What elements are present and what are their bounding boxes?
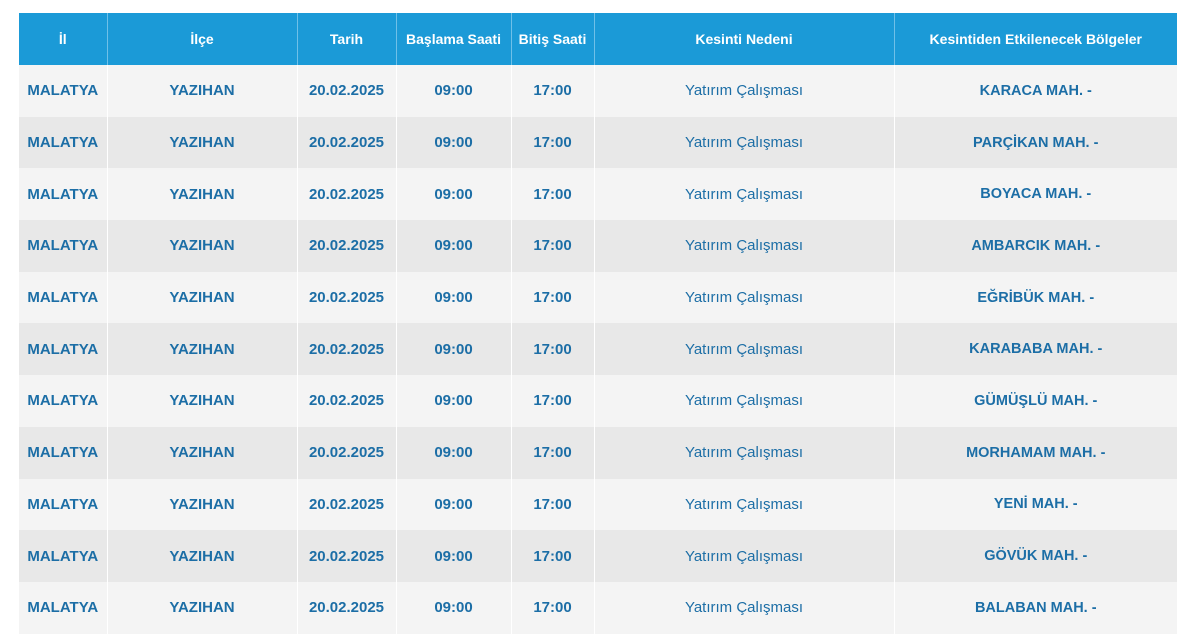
cell-affected-region: BOYACA MAH. -	[894, 168, 1177, 221]
cell-province: MALATYA	[19, 426, 108, 479]
table-header-row: İl İlçe Tarih Başlama Saati Bitiş Saati …	[19, 13, 1177, 65]
cell-province: MALATYA	[19, 116, 108, 169]
cell-affected-region: KARACA MAH. -	[894, 65, 1177, 117]
cell-reason: Yatırım Çalışması	[594, 426, 895, 479]
cell-reason: Yatırım Çalışması	[594, 478, 895, 531]
cell-end-time: 17:00	[511, 323, 595, 376]
cell-affected-region: EĞRİBÜK MAH. -	[894, 271, 1177, 324]
table-body: MALATYA YAZIHAN 20.02.2025 09:00 17:00 Yatırı…	[19, 65, 1177, 634]
cell-date: 20.02.2025	[297, 271, 397, 324]
cell-start-time: 09:00	[396, 478, 512, 531]
cell-district: YAZIHAN	[107, 323, 298, 376]
table-row: MALATYA YAZIHAN 20.02.2025 09:00 17:00 Yatırı…	[19, 375, 1177, 427]
cell-date: 20.02.2025	[297, 375, 397, 427]
cell-end-time: 17:00	[511, 116, 595, 169]
cell-start-time: 09:00	[396, 65, 512, 117]
cell-end-time: 17:00	[511, 530, 595, 582]
cell-reason: Yatırım Çalışması	[594, 220, 895, 272]
cell-start-time: 09:00	[396, 168, 512, 221]
cell-end-time: 17:00	[511, 581, 595, 634]
cell-district: YAZIHAN	[107, 116, 298, 169]
cell-affected-region: YENİ MAH. -	[894, 478, 1177, 531]
cell-start-time: 09:00	[396, 530, 512, 582]
cell-province: MALATYA	[19, 375, 108, 427]
cell-province: MALATYA	[19, 581, 108, 634]
cell-district: YAZIHAN	[107, 426, 298, 479]
cell-district: YAZIHAN	[107, 530, 298, 582]
cell-affected-region: BALABAN MAH. -	[894, 581, 1177, 634]
cell-province: MALATYA	[19, 478, 108, 531]
cell-end-time: 17:00	[511, 65, 595, 117]
cell-date: 20.02.2025	[297, 323, 397, 376]
cell-reason: Yatırım Çalışması	[594, 375, 895, 427]
cell-reason: Yatırım Çalışması	[594, 168, 895, 221]
header-district: İlçe	[107, 13, 298, 65]
cell-date: 20.02.2025	[297, 220, 397, 272]
cell-province: MALATYA	[19, 220, 108, 272]
header-date: Tarih	[297, 13, 397, 65]
cell-affected-region: AMBARCIK MAH. -	[894, 220, 1177, 272]
cell-reason: Yatırım Çalışması	[594, 581, 895, 634]
cell-district: YAZIHAN	[107, 65, 298, 117]
cell-start-time: 09:00	[396, 220, 512, 272]
table-row: MALATYA YAZIHAN 20.02.2025 09:00 17:00 Yatırı…	[19, 271, 1177, 324]
table-row: MALATYA YAZIHAN 20.02.2025 09:00 17:00 Yatırı…	[19, 530, 1177, 582]
cell-district: YAZIHAN	[107, 478, 298, 531]
header-affected-regions: Kesintiden Etkilenecek Bölgeler	[894, 13, 1177, 65]
cell-date: 20.02.2025	[297, 168, 397, 221]
cell-reason: Yatırım Çalışması	[594, 271, 895, 324]
cell-reason: Yatırım Çalışması	[594, 116, 895, 169]
header-start-time: Başlama Saati	[396, 13, 512, 65]
outage-table: İl İlçe Tarih Başlama Saati Bitiş Saati …	[19, 13, 1177, 634]
cell-date: 20.02.2025	[297, 426, 397, 479]
cell-district: YAZIHAN	[107, 168, 298, 221]
cell-affected-region: MORHAMAM MAH. -	[894, 426, 1177, 479]
table-row: MALATYA YAZIHAN 20.02.2025 09:00 17:00 Yatırı…	[19, 323, 1177, 376]
cell-end-time: 17:00	[511, 426, 595, 479]
cell-reason: Yatırım Çalışması	[594, 65, 895, 117]
cell-date: 20.02.2025	[297, 530, 397, 582]
cell-end-time: 17:00	[511, 375, 595, 427]
table-row: MALATYA YAZIHAN 20.02.2025 09:00 17:00 Yatırı…	[19, 168, 1177, 221]
cell-start-time: 09:00	[396, 375, 512, 427]
cell-end-time: 17:00	[511, 220, 595, 272]
table-row: MALATYA YAZIHAN 20.02.2025 09:00 17:00 Yatırı…	[19, 478, 1177, 531]
cell-affected-region: PARÇİKAN MAH. -	[894, 116, 1177, 169]
table-row: MALATYA YAZIHAN 20.02.2025 09:00 17:00 Yatırı…	[19, 65, 1177, 117]
cell-affected-region: GÜMÜŞLÜ MAH. -	[894, 375, 1177, 427]
cell-end-time: 17:00	[511, 271, 595, 324]
cell-start-time: 09:00	[396, 581, 512, 634]
cell-start-time: 09:00	[396, 271, 512, 324]
cell-affected-region: KARABABA MAH. -	[894, 323, 1177, 376]
cell-province: MALATYA	[19, 323, 108, 376]
table-row: MALATYA YAZIHAN 20.02.2025 09:00 17:00 Yatırı…	[19, 426, 1177, 479]
cell-province: MALATYA	[19, 530, 108, 582]
cell-province: MALATYA	[19, 271, 108, 324]
header-province: İl	[19, 13, 108, 65]
cell-start-time: 09:00	[396, 116, 512, 169]
cell-date: 20.02.2025	[297, 116, 397, 169]
cell-date: 20.02.2025	[297, 581, 397, 634]
cell-end-time: 17:00	[511, 478, 595, 531]
cell-province: MALATYA	[19, 65, 108, 117]
cell-reason: Yatırım Çalışması	[594, 323, 895, 376]
cell-district: YAZIHAN	[107, 375, 298, 427]
cell-start-time: 09:00	[396, 426, 512, 479]
table-row: MALATYA YAZIHAN 20.02.2025 09:00 17:00 Yatırı…	[19, 581, 1177, 634]
cell-district: YAZIHAN	[107, 581, 298, 634]
header-end-time: Bitiş Saati	[511, 13, 595, 65]
cell-province: MALATYA	[19, 168, 108, 221]
header-reason: Kesinti Nedeni	[594, 13, 895, 65]
cell-start-time: 09:00	[396, 323, 512, 376]
cell-date: 20.02.2025	[297, 65, 397, 117]
cell-district: YAZIHAN	[107, 271, 298, 324]
table-row: MALATYA YAZIHAN 20.02.2025 09:00 17:00 Yatırı…	[19, 116, 1177, 169]
cell-district: YAZIHAN	[107, 220, 298, 272]
cell-date: 20.02.2025	[297, 478, 397, 531]
cell-reason: Yatırım Çalışması	[594, 530, 895, 582]
table-row: MALATYA YAZIHAN 20.02.2025 09:00 17:00 Yatırı…	[19, 220, 1177, 272]
cell-affected-region: GÖVÜK MAH. -	[894, 530, 1177, 582]
cell-end-time: 17:00	[511, 168, 595, 221]
